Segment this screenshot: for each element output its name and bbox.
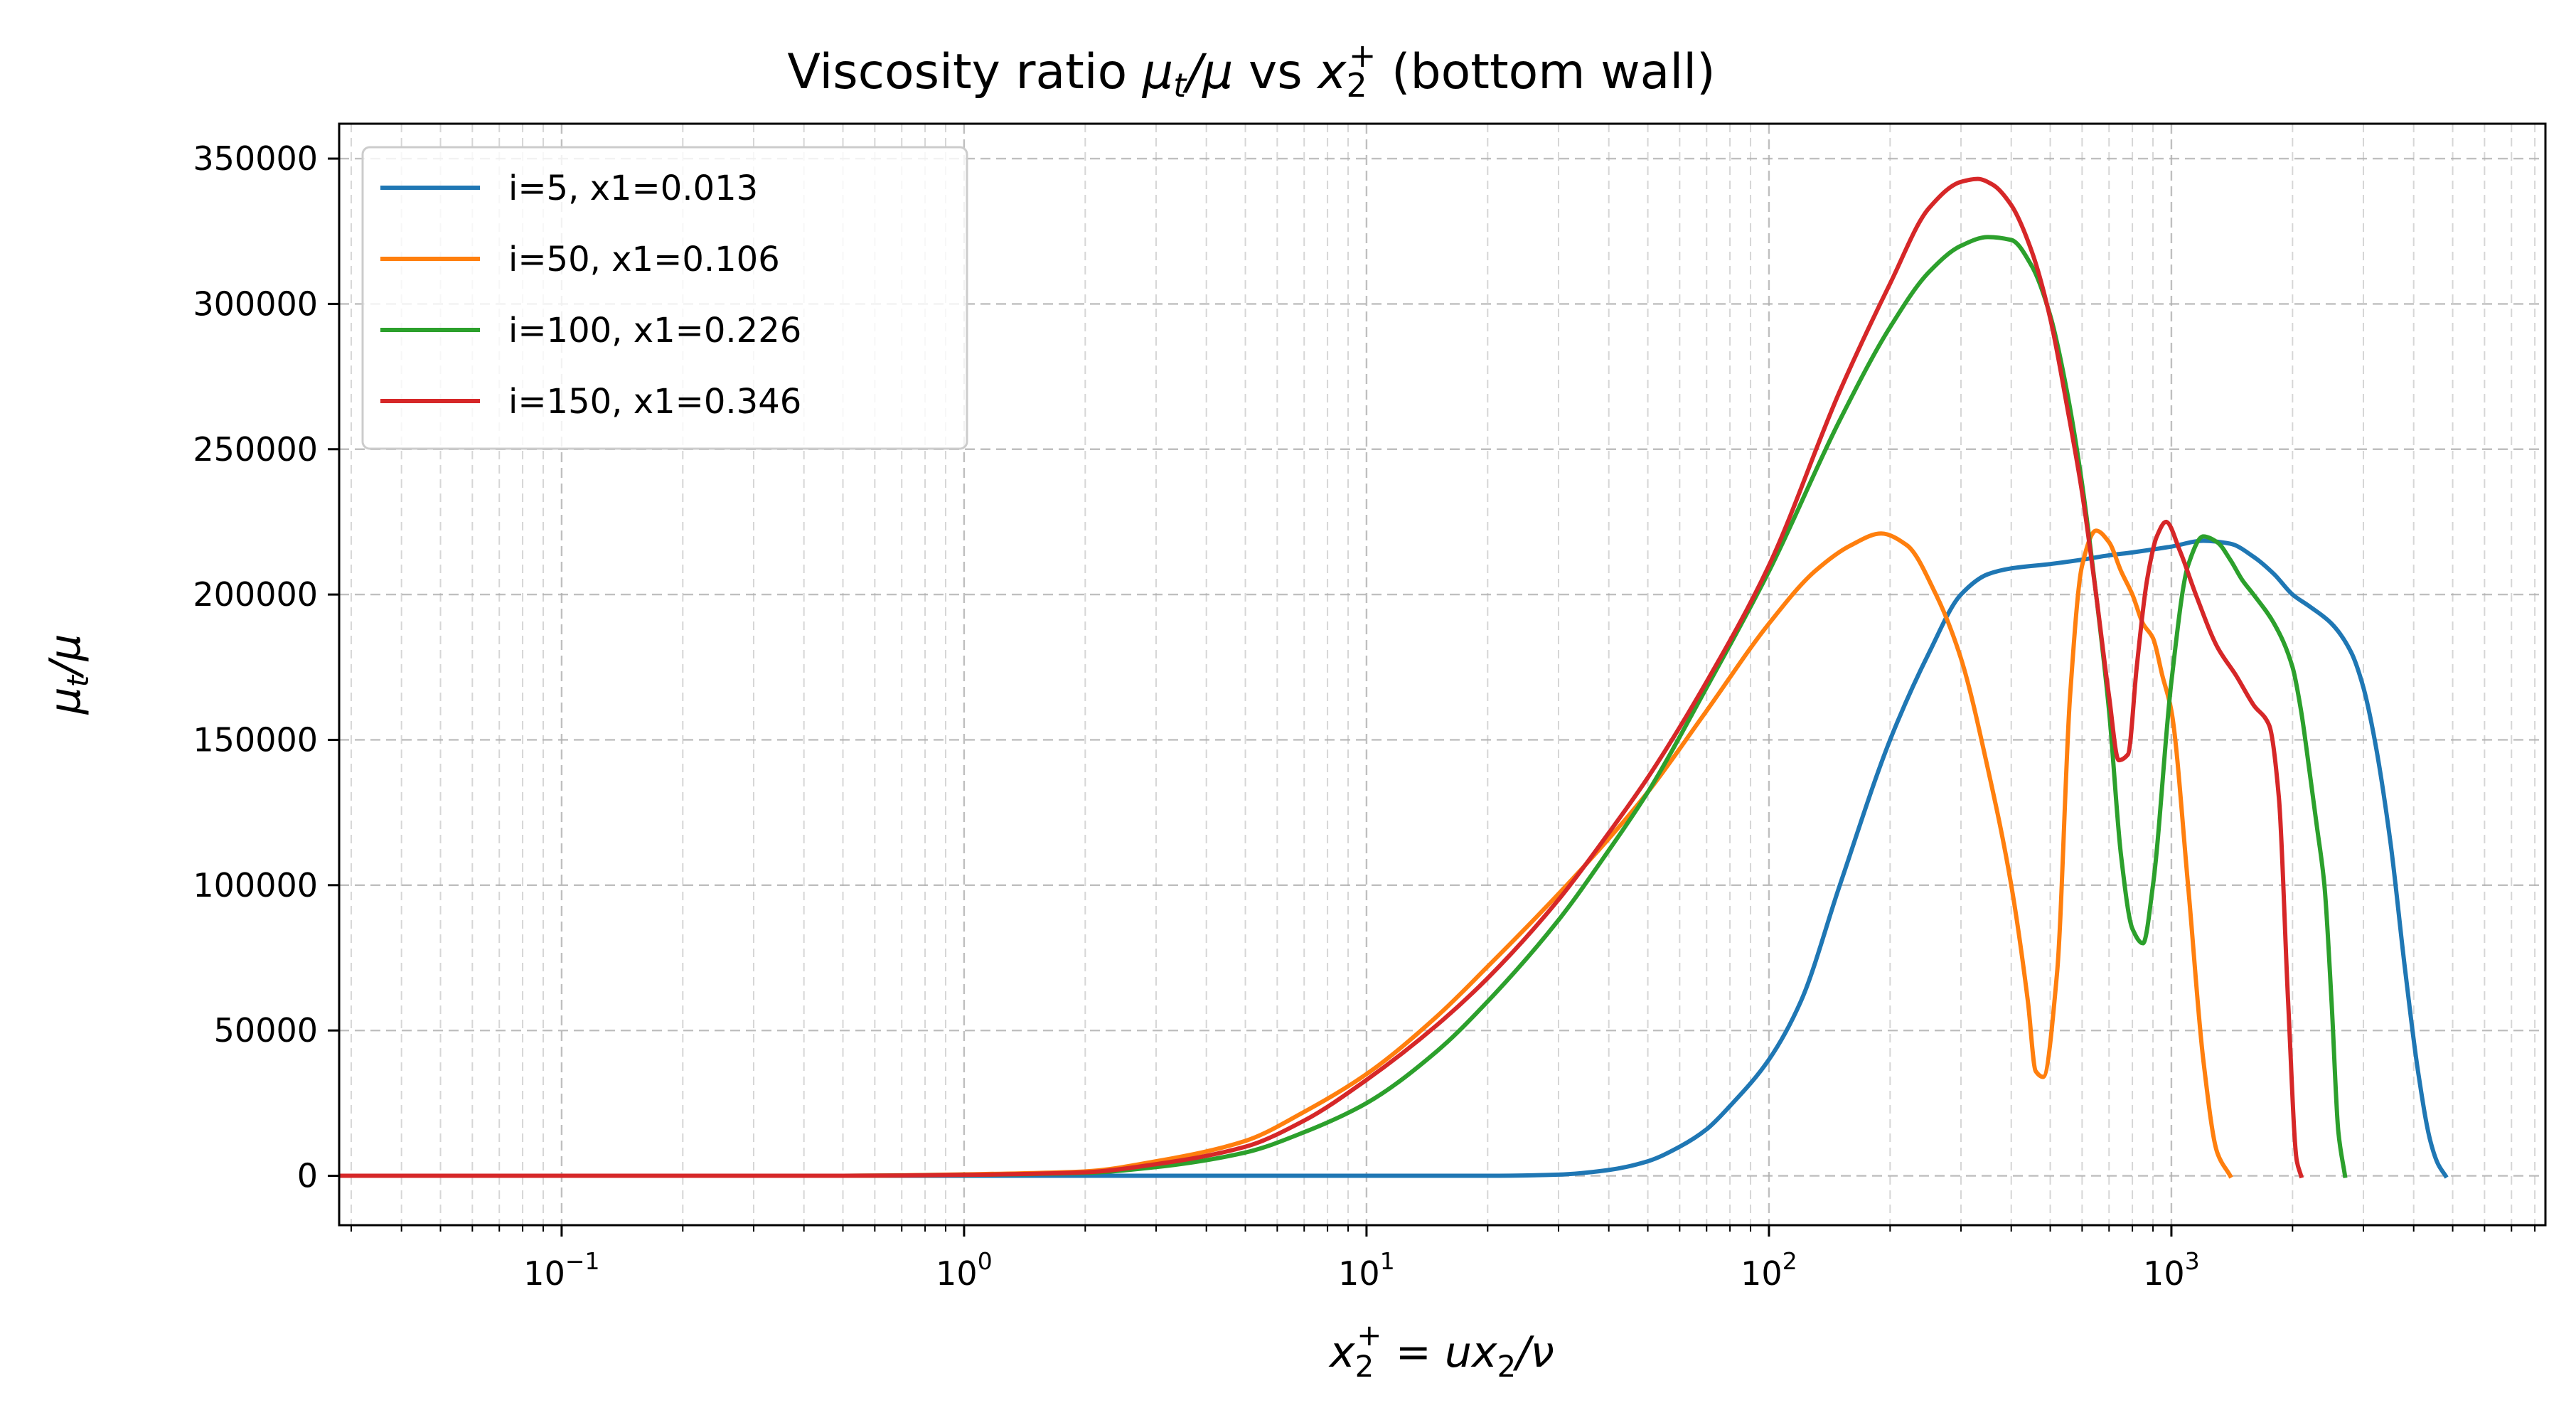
xlabel-slash-nu: /ν <box>1512 1328 1554 1377</box>
xlabel-two-sub: 2 <box>1355 1349 1374 1384</box>
x-axis-title: x2+ = ux2/ν <box>1328 1318 1554 1384</box>
title-slash-mu: /μ <box>1182 44 1233 100</box>
x-tick-base: 10 <box>523 1254 565 1293</box>
y-tick-label: 0 <box>297 1157 318 1195</box>
title-x: x <box>1316 44 1347 100</box>
y-tick-label: 100000 <box>193 866 318 904</box>
series-line-4 <box>339 176 2304 1179</box>
title-two-sub: 2 <box>1347 66 1367 105</box>
y-tick-label: 300000 <box>193 284 318 323</box>
xlabel-x2: x <box>1470 1328 1497 1377</box>
title-plus-sup: + <box>1349 36 1377 75</box>
x-tick-exponent: 3 <box>2185 1247 2200 1275</box>
y-tick-label: 350000 <box>193 139 318 178</box>
x-tick-exponent: −1 <box>565 1247 600 1275</box>
ylabel-mu: μ <box>41 687 90 715</box>
legend-box <box>361 146 968 450</box>
xlabel-plus-sup: + <box>1357 1318 1381 1352</box>
x-tick-label: 100 <box>936 1247 993 1293</box>
y-tick-label: 50000 <box>214 1011 318 1050</box>
legend-label-4: i=150, x1=0.346 <box>508 382 801 422</box>
x-tick-exponent: 0 <box>978 1247 993 1275</box>
y-tick-label: 150000 <box>193 720 318 759</box>
xlabel-two-sub-b: 2 <box>1497 1349 1516 1384</box>
xlabel-x: x <box>1328 1328 1355 1377</box>
legend-label-2: i=50, x1=0.106 <box>508 240 780 279</box>
y-axis-title: μt/μ <box>41 634 95 715</box>
x-tick-label: 101 <box>1338 1247 1395 1293</box>
xlabel-eq: = <box>1382 1328 1445 1377</box>
ylabel-slash-mu: /μ <box>41 634 90 678</box>
legend-label-1: i=5, x1=0.013 <box>508 169 758 208</box>
x-tick-exponent: 2 <box>1783 1247 1797 1275</box>
title-t-sub: t <box>1173 66 1187 105</box>
series-line-1 <box>339 538 2449 1179</box>
title-suffix: (bottom wall) <box>1376 44 1715 100</box>
x-tick-exponent: 1 <box>1380 1247 1395 1275</box>
series-line-3 <box>339 235 2348 1178</box>
y-tick-label: 200000 <box>193 575 318 614</box>
title-mu: μ <box>1142 44 1173 100</box>
series-layer <box>339 176 2449 1179</box>
legend: i=5, x1=0.013 i=50, x1=0.106 i=100, x1=0.2… <box>361 146 968 450</box>
chart-title: Viscosity ratio μt/μ vs x2+ (bottom wall… <box>787 36 1715 105</box>
x-tick-label: 10−1 <box>523 1247 599 1293</box>
xlabel-u: u <box>1445 1328 1472 1377</box>
x-tick-label: 102 <box>1741 1247 1797 1293</box>
title-prefix: Viscosity ratio <box>787 44 1143 100</box>
x-tick-label: 103 <box>2143 1247 2200 1293</box>
x-tick-base: 10 <box>1741 1254 1783 1293</box>
plot-frame <box>338 122 2547 1227</box>
legend-label-3: i=100, x1=0.226 <box>508 311 801 351</box>
x-tick-base: 10 <box>2143 1254 2185 1293</box>
x-tick-base: 10 <box>1338 1254 1380 1293</box>
legend-entries: i=5, x1=0.013 i=50, x1=0.106 i=100, x1=0.2… <box>380 169 801 422</box>
title-mid: vs <box>1233 44 1318 100</box>
ylabel-t-sub: t <box>60 674 95 687</box>
tick-layer: 10−1 100 101 102 103050000100000150000200000… <box>193 139 2536 1293</box>
y-tick-label: 250000 <box>193 430 318 469</box>
x-tick-base: 10 <box>936 1254 978 1293</box>
